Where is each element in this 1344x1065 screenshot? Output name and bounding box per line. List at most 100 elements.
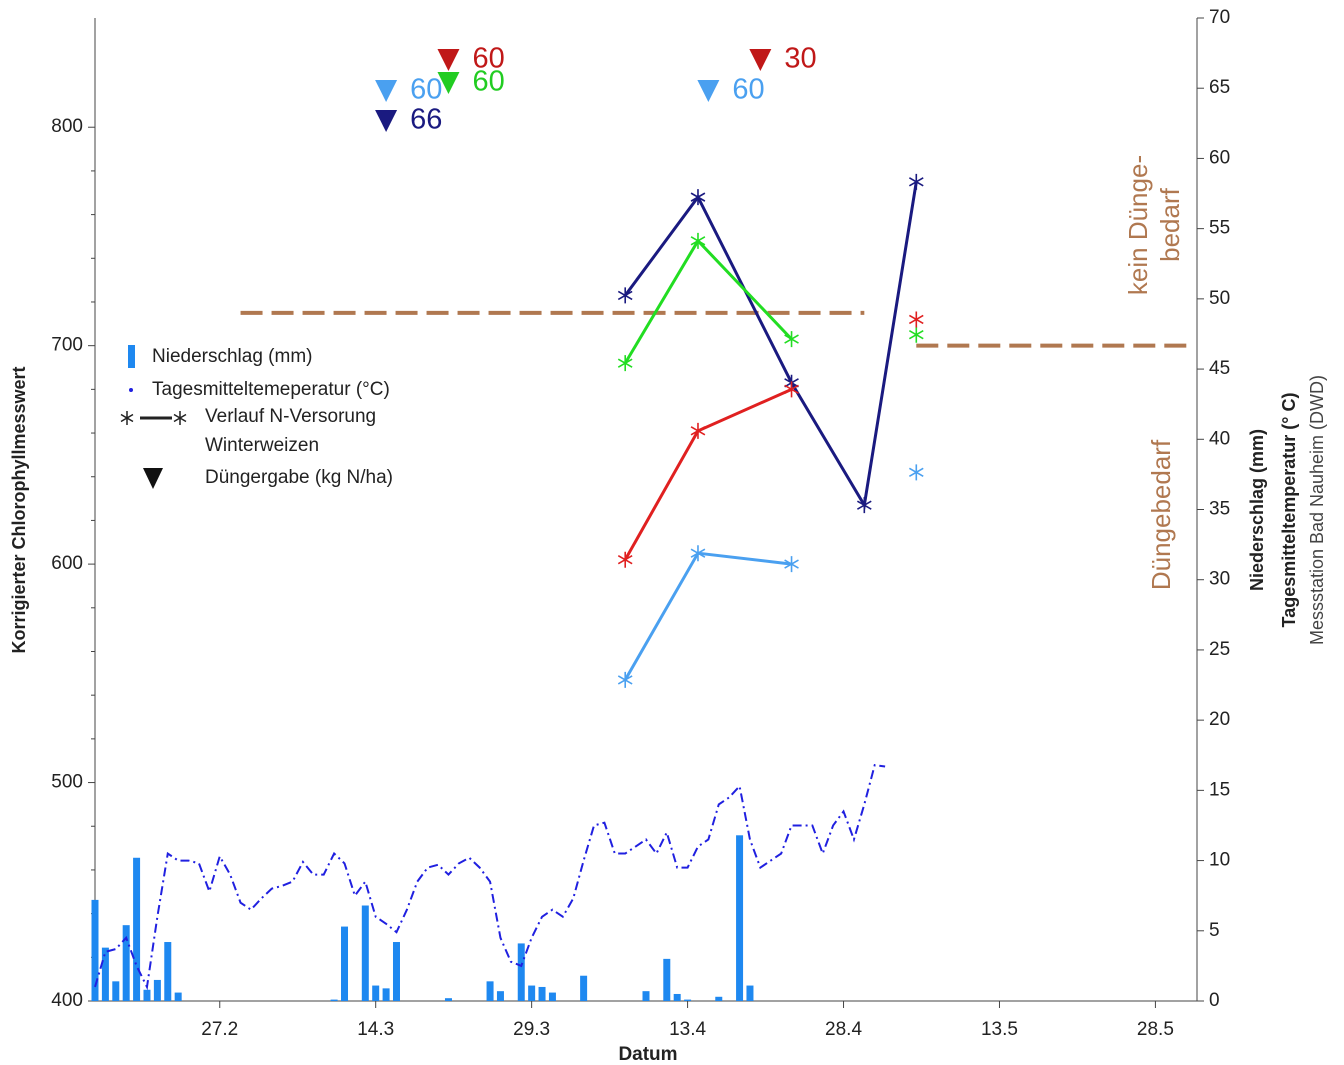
legend-label: Verlauf N-Versorung — [205, 406, 376, 427]
n-supply-point — [690, 422, 706, 439]
y2-tick-label: 45 — [1209, 358, 1230, 379]
legend: Niederschlag (mm) Tagesmitteltemeperatur… — [120, 345, 393, 489]
fertilizer-marker — [375, 110, 398, 132]
legend-swatch — [120, 411, 187, 425]
n-supply-point — [856, 497, 872, 514]
precipitation-bar — [341, 926, 349, 1001]
precipitation-bar — [517, 943, 525, 1001]
n-supply-point — [908, 173, 924, 190]
fertilizer-amount: 66 — [410, 104, 442, 136]
fertilizer-marker — [375, 80, 398, 102]
precipitation-bar — [143, 989, 151, 1001]
n-supply-line — [625, 472, 916, 680]
precipitation-bar — [444, 998, 452, 1001]
y2-tick-label: 5 — [1209, 920, 1220, 941]
n-supply-line — [624, 181, 918, 510]
n-supply-point — [617, 287, 633, 304]
precipitation-bar — [684, 999, 692, 1001]
precipitation-bar — [330, 999, 338, 1001]
y2-tick-label: 40 — [1209, 428, 1230, 449]
precipitation-bar — [746, 985, 754, 1001]
fertilizer-marker — [749, 49, 772, 71]
precipitation-bar — [174, 992, 182, 1001]
precipitation-bar — [101, 947, 109, 1001]
y-tick-label: 800 — [51, 116, 83, 137]
fertilizer-marker — [697, 80, 720, 102]
n-supply-point — [617, 671, 633, 688]
precipitation-bar — [164, 942, 172, 1001]
precipitation-bar — [112, 981, 120, 1001]
n-supply-point — [784, 331, 799, 348]
precipitation-bar — [133, 857, 141, 1001]
n-supply-point — [908, 311, 924, 328]
n-supply-point — [908, 464, 924, 481]
legend-label: Winterweizen — [205, 435, 319, 456]
precipitation-bar — [91, 899, 99, 1001]
fertilizer-amount: 30 — [784, 43, 816, 75]
y2-axis-subtitle: Messstation Bad Nauheim (DWD) — [1307, 375, 1327, 645]
fertilizer-marker — [437, 72, 460, 94]
n-supply-point — [617, 551, 633, 568]
fertilizer-amount: 60 — [410, 74, 442, 106]
fertilizer-amount: 60 — [472, 66, 504, 98]
y-tick-label: 500 — [51, 772, 83, 793]
x-tick-label: 28.4 — [825, 1019, 862, 1040]
legend-swatch — [128, 345, 135, 368]
n-supply-point — [690, 545, 706, 562]
y-axis-title: Korrigierter Chlorophyllmesswert — [9, 366, 29, 653]
precipitation-bar — [580, 975, 588, 1001]
y2-axis-title: Tagesmitteltemperatur (° C) — [1279, 393, 1299, 628]
x-tick-label: 14.3 — [357, 1019, 394, 1040]
x-tick-label: 28.5 — [1137, 1019, 1174, 1040]
n-supply-point — [784, 381, 799, 398]
n-supply-line — [625, 319, 916, 559]
precipitation-bar — [736, 835, 744, 1001]
y2-tick-label: 35 — [1209, 499, 1230, 520]
fertilizer-amount: 60 — [472, 43, 504, 75]
legend-label: Niederschlag (mm) — [152, 346, 312, 367]
n-supply-point — [690, 189, 706, 206]
x-tick-label: 13.4 — [669, 1019, 706, 1040]
precipitation-bar — [486, 981, 494, 1001]
fertilizer-amount: 60 — [732, 74, 764, 106]
y2-tick-label: 50 — [1209, 288, 1230, 309]
precipitation-bar — [642, 991, 650, 1001]
n-supply-point — [690, 232, 706, 249]
n-supply-point — [617, 355, 633, 372]
y2-tick-label: 55 — [1209, 218, 1230, 239]
y2-tick-label: 25 — [1209, 639, 1230, 660]
legend-label: Düngergabe (kg N/ha) — [205, 467, 393, 488]
y-tick-label: 600 — [51, 553, 83, 574]
precipitation-bar — [361, 905, 369, 1001]
n-supply-point — [784, 556, 799, 573]
x-axis-title: Datum — [618, 1044, 677, 1065]
y2-tick-label: 30 — [1209, 569, 1230, 590]
x-tick-label: 29.3 — [513, 1019, 550, 1040]
fertilizer-marker — [437, 49, 460, 71]
precipitation-bar — [372, 985, 380, 1001]
x-tick-label: 27.2 — [201, 1019, 238, 1040]
y-tick-label: 700 — [51, 335, 83, 356]
y2-tick-label: 15 — [1209, 779, 1230, 800]
legend-label: Tagesmitteltemeperatur (°C) — [152, 379, 390, 400]
annotation: Düngebedarf — [1146, 439, 1176, 590]
plot-frame — [95, 18, 1197, 1001]
y2-tick-label: 70 — [1209, 7, 1230, 28]
precipitation-bar — [392, 942, 400, 1001]
precipitation-bar — [382, 988, 390, 1001]
y-tick-label: 400 — [51, 990, 83, 1011]
temperature-line — [94, 763, 886, 991]
precipitation-bar — [528, 985, 536, 1001]
precipitation-bar — [663, 958, 671, 1001]
precipitation-bar — [496, 991, 504, 1001]
precipitation-bar — [673, 993, 681, 1001]
y2-axis-title: Niederschlag (mm) — [1247, 429, 1267, 591]
precipitation-bar — [153, 979, 161, 1001]
precipitation-bar — [548, 992, 556, 1001]
y2-tick-label: 0 — [1209, 990, 1220, 1011]
precipitation-bar — [715, 996, 723, 1001]
precipitation-bar — [538, 986, 546, 1001]
y2-tick-label: 10 — [1209, 850, 1230, 871]
precipitation-bar — [122, 925, 130, 1001]
